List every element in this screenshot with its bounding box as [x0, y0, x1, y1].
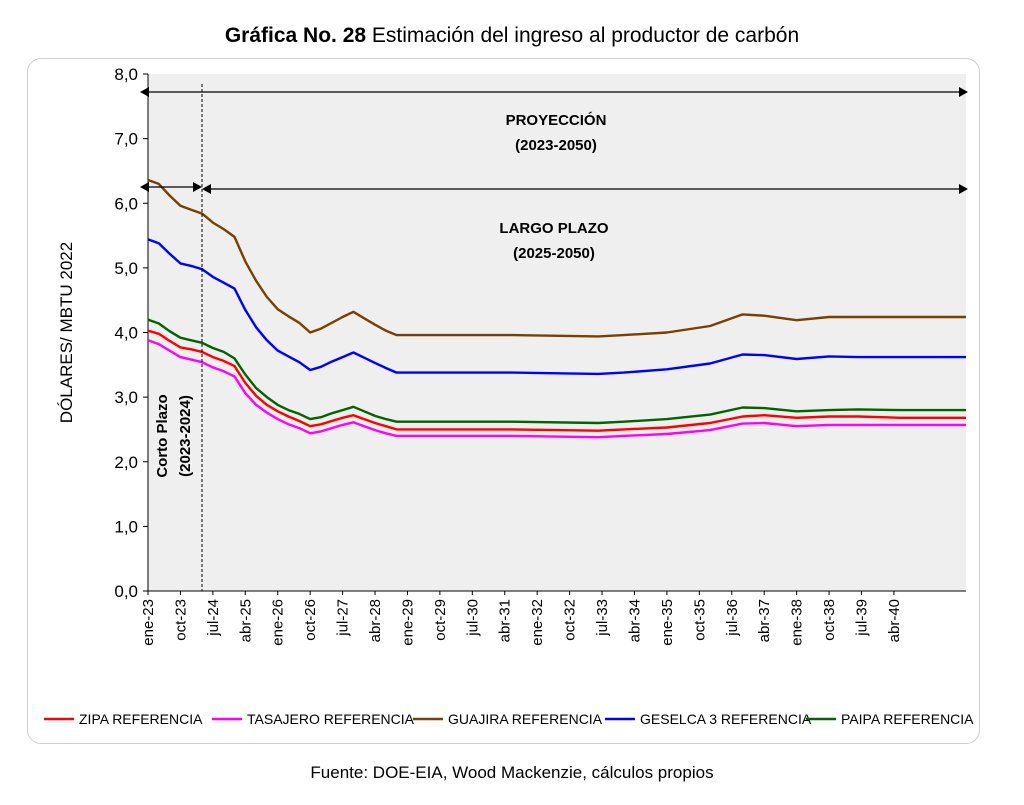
x-tick-label: ene-26: [270, 599, 287, 646]
x-tick-label: oct-23: [172, 599, 189, 641]
y-tick-label: 3,0: [114, 388, 138, 407]
y-axis: 0,0 1,0 2,0 3,0 4,0 5,0 6,0 7,0 8,0: [114, 65, 966, 601]
legend-entry: ZIPA REFERENCIA: [79, 711, 203, 727]
chart-title-rest: Estimación del ingreso al productor de c…: [371, 24, 800, 47]
y-tick-label: 8,0: [114, 65, 138, 84]
y-axis-label: DÓLARES/ MBTU 2022: [57, 242, 76, 423]
x-tick-label: jul-27: [335, 599, 352, 637]
x-tick-label: oct-38: [821, 599, 838, 641]
x-tick-label: abr-34: [626, 599, 643, 642]
corto-plazo-label: Corto Plazo: [154, 394, 171, 477]
legend-entry: PAIPA REFERENCIA: [841, 711, 974, 727]
chart-title-bold: Gráfica No. 28: [224, 24, 367, 47]
corto-plazo-arrow-head-left: [140, 182, 149, 192]
x-tick-label: abr-37: [756, 599, 773, 642]
series-line-zipa-referencia: [147, 329, 966, 432]
series-line-guajira-referencia: [147, 178, 966, 338]
x-tick-label: ene-35: [659, 599, 676, 646]
y-tick-label: 0,0: [114, 582, 138, 601]
largo-plazo-arrow-head-left: [202, 184, 211, 194]
legend-entry: GESELCA 3 REFERENCIA: [640, 711, 812, 727]
x-tick-label: jul-36: [724, 599, 741, 637]
y-tick-label: 7,0: [114, 130, 138, 149]
proyeccion-arrow-head-left: [140, 87, 149, 97]
x-tick-label: jul-33: [594, 599, 611, 637]
largo-plazo-arrow-head-right: [959, 184, 968, 194]
series-line-geselca-3-referencia: [147, 238, 966, 376]
y-tick-label: 2,0: [114, 453, 138, 472]
x-axis: ene-23 oct-23 jul-24 abr-25 ene-26 oct-26 jul-…: [140, 591, 903, 646]
series-line-tasajero-referencia: [147, 339, 966, 439]
y-tick-label: 4,0: [114, 324, 138, 343]
proyeccion-arrow-head-right: [959, 87, 968, 97]
legend: ZIPA REFERENCIA TASAJERO REFERENCIA GUAJIR…: [44, 711, 974, 727]
x-tick-label: abr-28: [367, 599, 384, 642]
x-tick-label: ene-38: [789, 599, 806, 646]
x-tick-label: jul-30: [464, 599, 481, 637]
x-tick-label: jul-39: [853, 599, 870, 637]
x-tick-label: ene-23: [140, 599, 157, 646]
x-tick-label: oct-26: [302, 599, 319, 641]
x-tick-label: ene-29: [399, 599, 416, 646]
corto-plazo-arrow-head-right: [193, 182, 202, 192]
corto-plazo-years: (2023-2024): [177, 395, 194, 477]
x-tick-label: ene-32: [529, 599, 546, 646]
largo-plazo-label: LARGO PLAZO: [499, 220, 608, 237]
source-note: Fuente: DOE-EIA, Wood Mackenzie, cálculo…: [310, 763, 714, 782]
x-tick-label: oct-32: [562, 599, 579, 641]
series-lines: [147, 178, 966, 439]
legend-entry: TASAJERO REFERENCIA: [247, 711, 415, 727]
x-tick-label: abr-31: [497, 599, 514, 642]
y-tick-label: 6,0: [114, 194, 138, 213]
chart-title: Gráfica No. 28 Estimación del ingreso al…: [0, 24, 1024, 48]
y-tick-label: 5,0: [114, 259, 138, 278]
x-tick-label: abr-25: [237, 599, 254, 642]
x-tick-label: oct-29: [432, 599, 449, 641]
annotations: PROYECCIÓN (2023-2050) LARGO PLAZO (2025-20…: [140, 84, 968, 591]
proyeccion-years: (2023-2050): [515, 137, 597, 154]
y-tick-label: 1,0: [114, 517, 138, 536]
x-tick-label: oct-35: [691, 599, 708, 641]
x-tick-label: jul-24: [205, 599, 222, 637]
x-tick-label: abr-40: [886, 599, 903, 642]
legend-entry: GUAJIRA REFERENCIA: [448, 711, 603, 727]
proyeccion-label: PROYECCIÓN: [506, 111, 607, 129]
largo-plazo-years: (2025-2050): [513, 245, 595, 262]
plot-area: [148, 74, 966, 591]
series-line-paipa-referencia: [147, 318, 966, 425]
